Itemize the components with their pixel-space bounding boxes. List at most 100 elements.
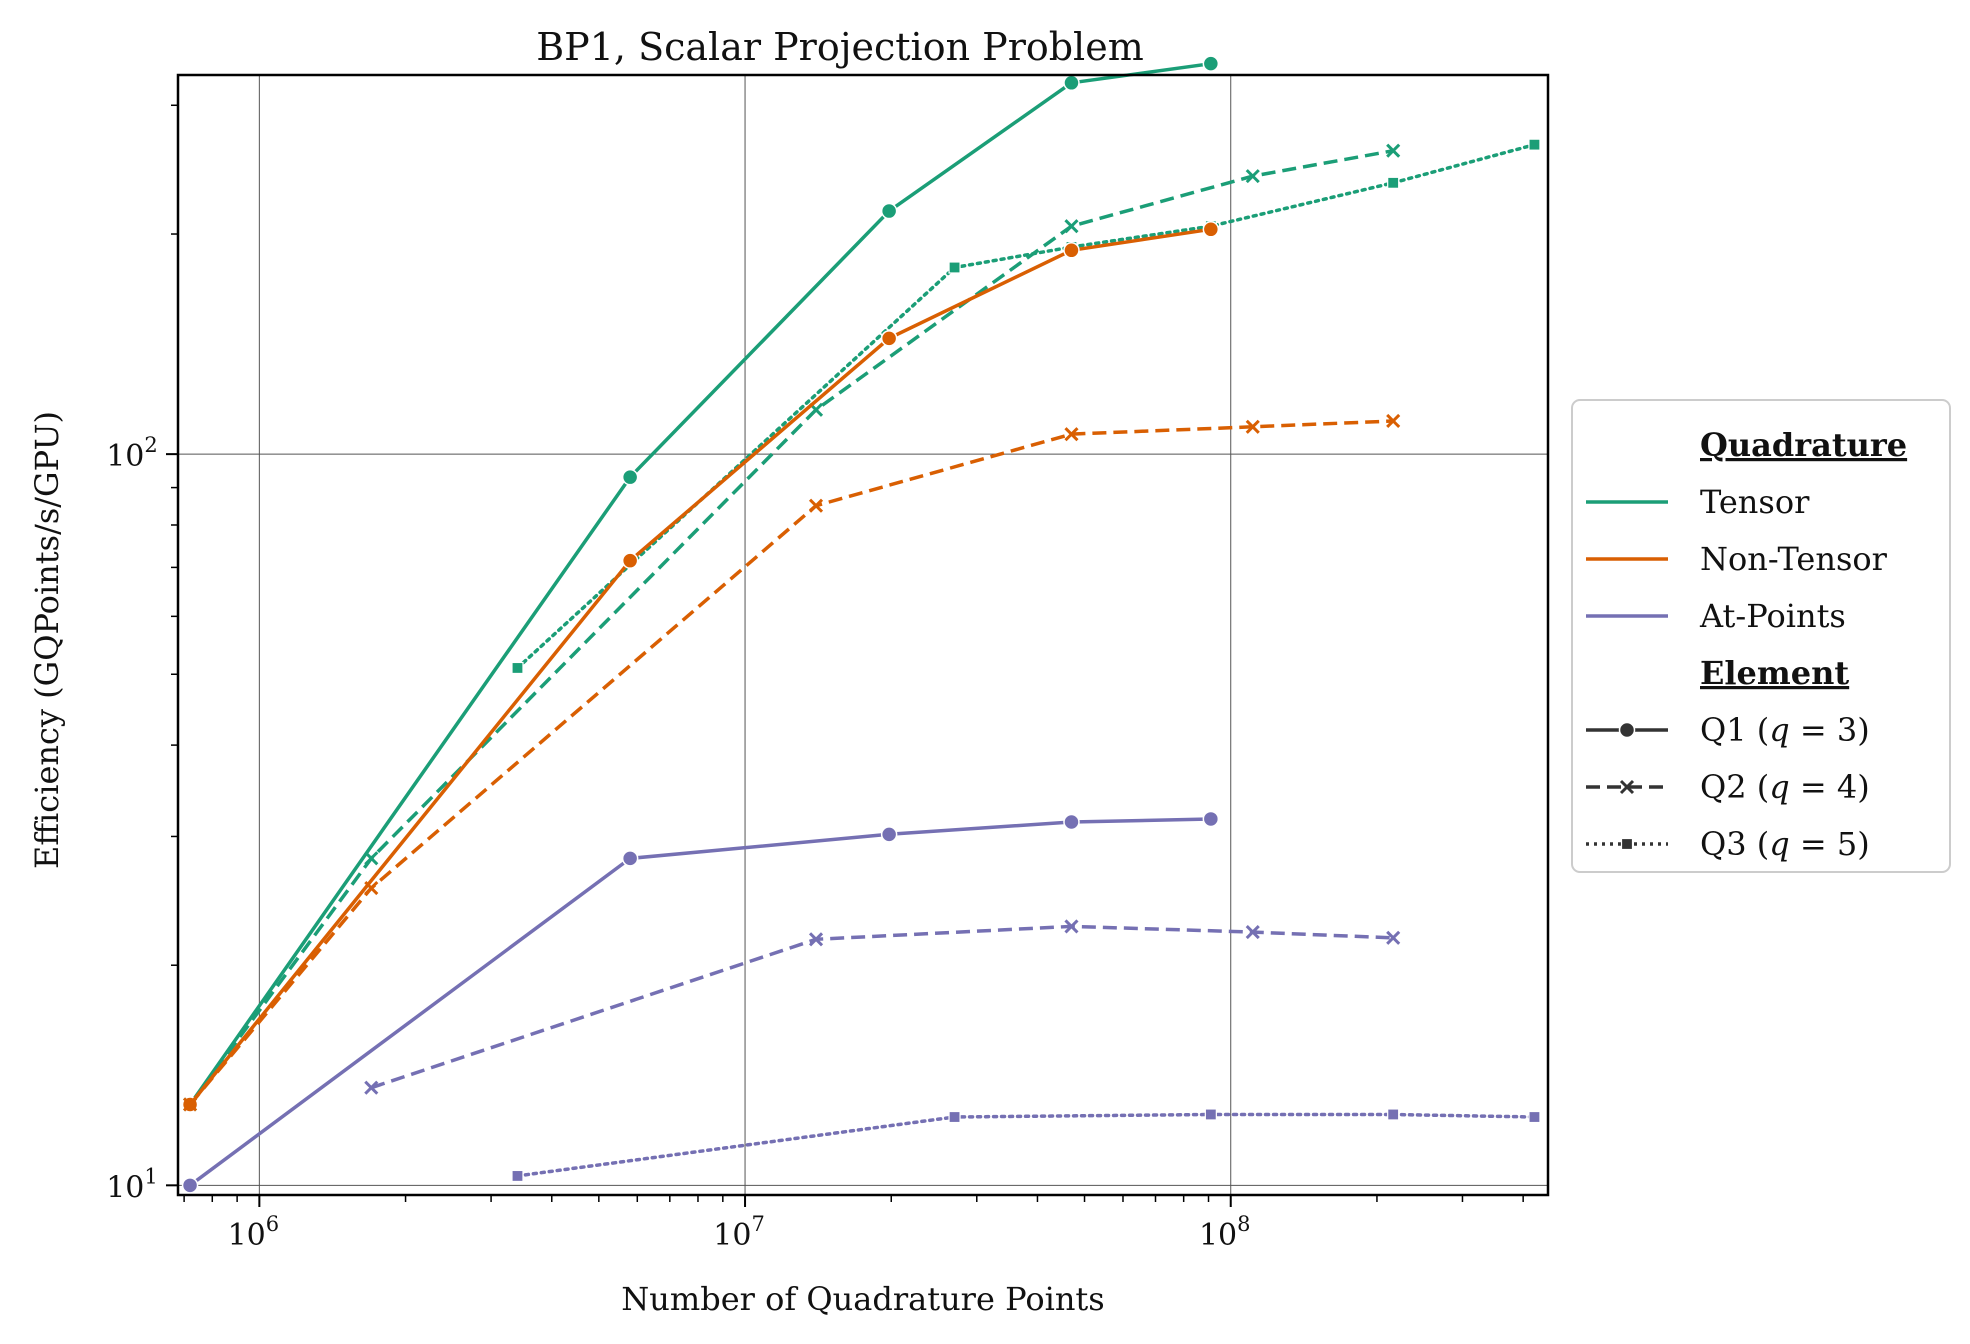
data-point (511, 661, 524, 675)
x-marker-stroke (1245, 169, 1260, 184)
x-axis-label: Number of Quadrature Points (621, 1280, 1104, 1318)
data-point (1245, 925, 1260, 940)
legend-label-suffix: = 4) (1790, 768, 1870, 806)
legend-heading-quadrature: Quadrature (1700, 426, 1907, 464)
data-point (1528, 1110, 1541, 1124)
data-point (364, 881, 379, 896)
grid-lines (178, 75, 1548, 1195)
x-marker-stroke (808, 402, 824, 417)
data-point (880, 202, 898, 220)
x-tick-base: 10 (1199, 1218, 1237, 1253)
x-tick-exponent: 8 (1237, 1212, 1250, 1236)
legend-heading-element: Element (1700, 654, 1849, 692)
data-point (1063, 813, 1080, 831)
series-tensor-q3 (511, 138, 1541, 675)
series-line (188, 419, 1394, 1106)
series-at-points-q1 (181, 810, 1220, 1194)
x-tick-exponent: 6 (266, 1212, 279, 1236)
data-point (1063, 74, 1080, 92)
x-tick-exponent: 7 (751, 1212, 764, 1236)
series-tensor-q1 (181, 55, 1220, 1113)
data-point (808, 498, 824, 513)
data-point (1387, 176, 1400, 189)
data-point (1387, 1108, 1400, 1121)
data-point (1064, 219, 1079, 234)
y-tick-exponent: 2 (144, 433, 157, 457)
data-point (1386, 143, 1401, 158)
data-point (1063, 242, 1080, 259)
legend-label: Q3 (q = 5) (1700, 825, 1870, 863)
chart-title: BP1, Scalar Projection Problem (536, 25, 1143, 69)
y-tick-base: 10 (106, 1170, 144, 1205)
legend-label-variable: q (1769, 825, 1789, 863)
series-at-points-q3 (511, 1108, 1541, 1183)
data-point (880, 826, 898, 843)
x-marker-stroke (182, 1097, 198, 1112)
y-axis-label: Efficiency (GQPoints/s/GPU) (28, 411, 66, 869)
x-marker-stroke (808, 498, 824, 513)
x-marker-stroke (1245, 419, 1260, 434)
data-point (1528, 138, 1541, 151)
plot-frame (176, 73, 1550, 1197)
x-marker-stroke (1386, 413, 1401, 429)
series-layer (181, 55, 1541, 1194)
data-point (948, 261, 961, 274)
x-tick-label: 107 (713, 1212, 765, 1253)
legend-label-prefix: Q2 ( (1700, 768, 1769, 806)
data-point (182, 1097, 198, 1112)
x-marker-stroke (808, 932, 824, 947)
y-tick-base: 10 (106, 439, 144, 474)
data-point (1245, 419, 1260, 434)
x-tick-base: 10 (713, 1218, 751, 1253)
series-at-points-q2 (364, 919, 1401, 1095)
data-point (808, 932, 824, 947)
series-line (188, 61, 1212, 1106)
x-tick-base: 10 (228, 1218, 266, 1253)
series-non-tensor-q2 (182, 413, 1401, 1112)
x-marker-stroke (1386, 930, 1401, 945)
legend-label-variable: q (1769, 711, 1789, 749)
x-tick-label: 106 (228, 1212, 280, 1253)
legend-box (1571, 399, 1951, 873)
data-point (1064, 919, 1079, 934)
legend-marker (1619, 779, 1635, 795)
legend-label-prefix: Q1 ( (1700, 711, 1769, 749)
data-point (1245, 169, 1260, 184)
y-tick-label: 102 (106, 433, 158, 474)
x-marker-stroke (1386, 143, 1401, 158)
data-point (364, 1080, 379, 1095)
data-point (1204, 1108, 1217, 1121)
x-marker-stroke (364, 1080, 379, 1095)
data-point (1202, 55, 1220, 72)
legend-label: At-Points (1699, 597, 1846, 635)
legend-label: Tensor (1700, 483, 1810, 521)
data-point (948, 1110, 961, 1124)
legend-label: Non-Tensor (1700, 540, 1888, 578)
legend-label-suffix: = 5) (1790, 825, 1870, 863)
data-point (364, 851, 379, 866)
series-line (515, 142, 1537, 670)
series-line (370, 924, 1394, 1090)
data-point (621, 468, 639, 486)
series-line (189, 817, 1211, 1187)
y-tick-exponent: 1 (144, 1164, 157, 1188)
data-point (511, 1169, 524, 1183)
legend-label: Q2 (q = 4) (1700, 768, 1870, 806)
legend-label-prefix: Q3 ( (1700, 825, 1769, 863)
data-point (880, 330, 898, 347)
x-marker-stroke (1064, 919, 1079, 934)
x-marker-stroke (1064, 219, 1079, 234)
data-point (621, 552, 639, 569)
legend-label: Q1 (q = 3) (1700, 711, 1870, 749)
series-line (515, 1112, 1537, 1178)
legend-label-suffix: = 3) (1790, 711, 1870, 749)
series-line (188, 227, 1212, 1106)
x-marker-stroke (364, 851, 379, 866)
data-point (1202, 810, 1220, 828)
data-point (1386, 413, 1401, 429)
data-point (621, 850, 639, 867)
data-point (1202, 221, 1220, 238)
data-point (181, 1177, 199, 1194)
